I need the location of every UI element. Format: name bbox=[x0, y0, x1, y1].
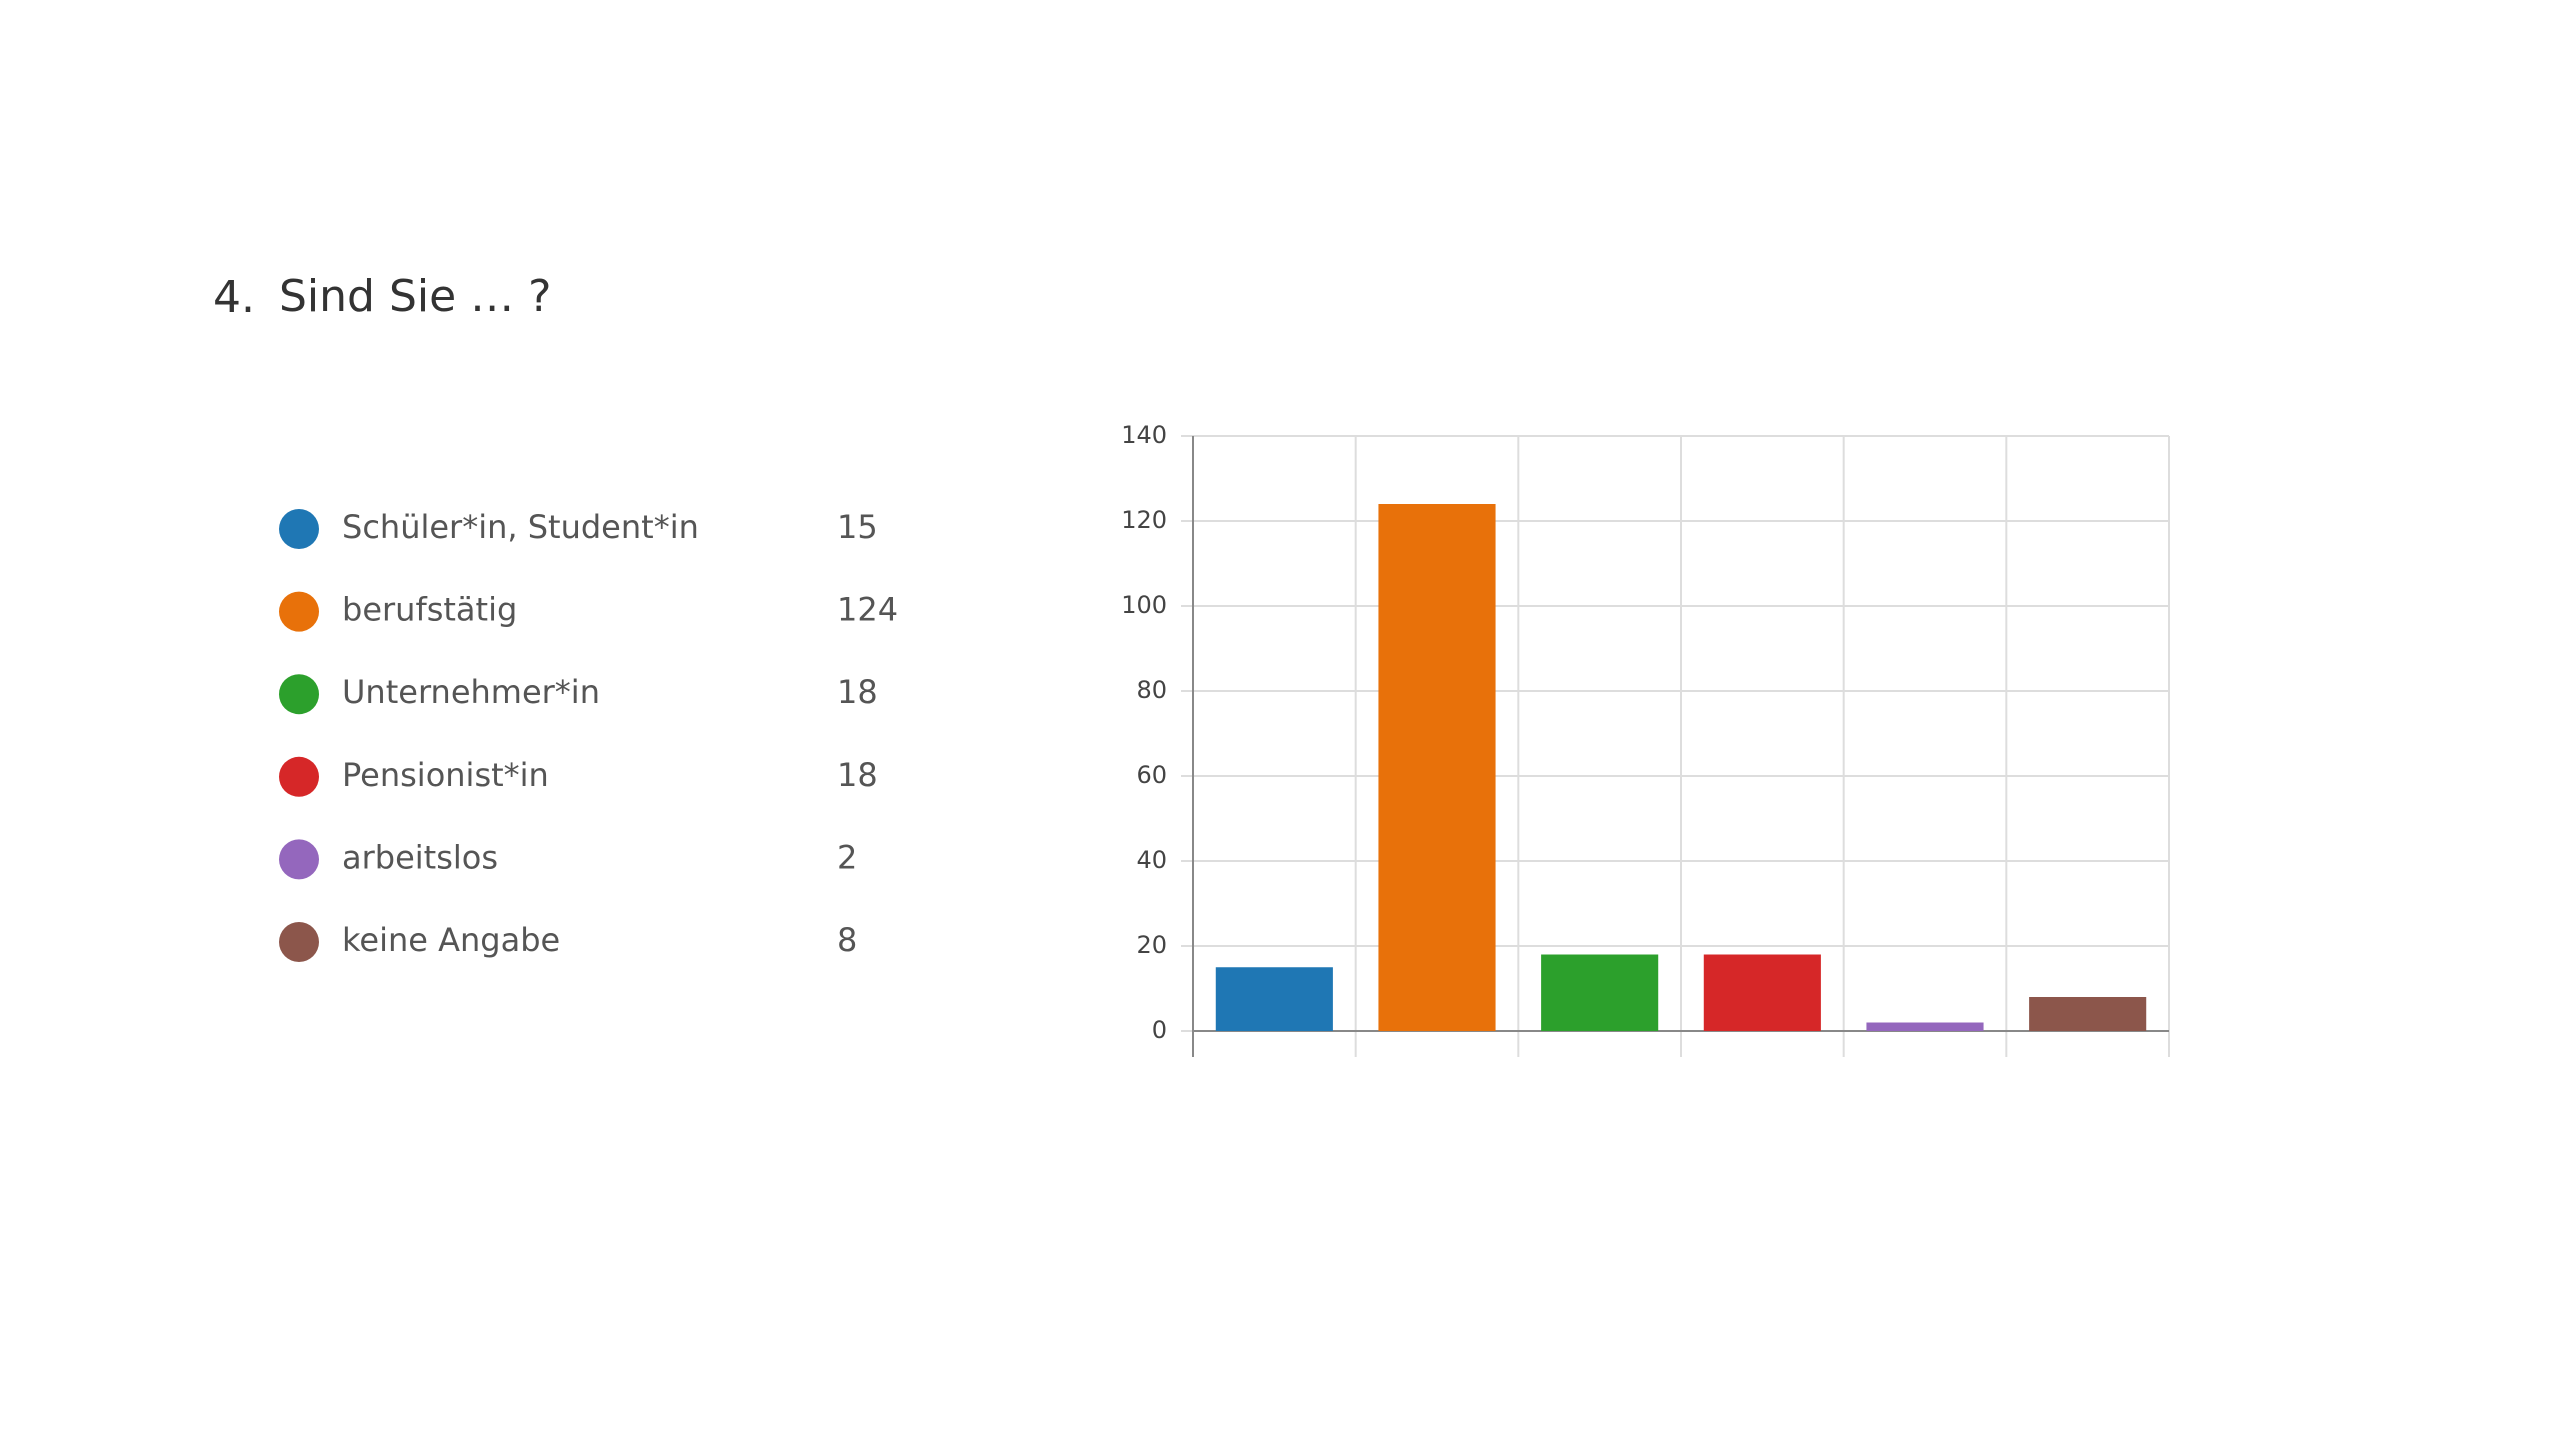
legend-marker bbox=[279, 509, 319, 549]
legend-count: 8 bbox=[837, 921, 857, 959]
bar bbox=[1703, 954, 1821, 1031]
legend-marker bbox=[279, 756, 319, 797]
legend-count: 18 bbox=[837, 756, 878, 794]
legend-count: 15 bbox=[837, 508, 878, 546]
y-tick-label: 40 bbox=[1136, 846, 1167, 874]
legend-label: Pensionist*in bbox=[342, 756, 549, 794]
legend-count: 124 bbox=[837, 591, 898, 629]
bar bbox=[2029, 997, 2147, 1031]
chart-title: Sind Sie … ? bbox=[279, 271, 552, 322]
question-number: 4. bbox=[213, 272, 255, 323]
y-tick-label: 140 bbox=[1121, 421, 1167, 449]
y-tick-label: 120 bbox=[1121, 506, 1167, 534]
bar bbox=[1378, 504, 1496, 1031]
bar bbox=[1866, 1022, 1984, 1031]
bar bbox=[1541, 954, 1659, 1031]
legend-label: berufstätig bbox=[342, 591, 517, 629]
legend-count: 2 bbox=[837, 838, 857, 876]
y-tick-label: 0 bbox=[1152, 1016, 1167, 1044]
bar bbox=[1215, 967, 1333, 1031]
y-tick-label: 80 bbox=[1136, 676, 1167, 704]
legend-label: Schüler*in, Student*in bbox=[342, 508, 699, 546]
legend-marker bbox=[279, 674, 319, 715]
y-tick-label: 100 bbox=[1121, 591, 1167, 619]
legend-marker bbox=[279, 922, 319, 962]
legend-label: Unternehmer*in bbox=[342, 673, 600, 711]
y-tick-label: 60 bbox=[1136, 761, 1167, 789]
legend-label: arbeitslos bbox=[342, 838, 498, 876]
legend-marker bbox=[279, 591, 319, 632]
legend-label: keine Angabe bbox=[342, 921, 560, 959]
legend-marker bbox=[279, 839, 319, 880]
y-tick-label: 20 bbox=[1136, 931, 1167, 959]
legend-count: 18 bbox=[837, 673, 878, 711]
